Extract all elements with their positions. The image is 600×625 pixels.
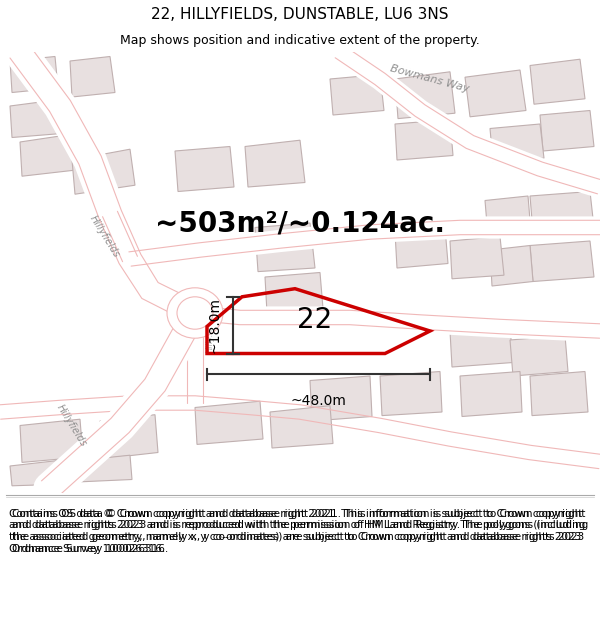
- Polygon shape: [20, 419, 83, 462]
- Polygon shape: [395, 228, 448, 268]
- Polygon shape: [10, 99, 68, 138]
- Polygon shape: [330, 74, 384, 115]
- Polygon shape: [460, 371, 522, 416]
- Polygon shape: [395, 119, 453, 160]
- Polygon shape: [510, 336, 568, 376]
- Text: Contains OS data © Crown copyright and database right 2021. This information is : Contains OS data © Crown copyright and d…: [9, 509, 585, 554]
- Polygon shape: [70, 455, 132, 482]
- Polygon shape: [395, 72, 455, 119]
- Polygon shape: [530, 191, 594, 232]
- Polygon shape: [490, 246, 533, 286]
- Text: Bowmans Way: Bowmans Way: [389, 64, 470, 94]
- Polygon shape: [465, 70, 526, 117]
- Polygon shape: [310, 376, 372, 421]
- Polygon shape: [530, 371, 588, 416]
- Polygon shape: [20, 133, 85, 176]
- Polygon shape: [265, 272, 323, 313]
- Polygon shape: [485, 196, 531, 236]
- Text: Hilly...: Hilly...: [205, 328, 215, 352]
- Polygon shape: [450, 236, 504, 279]
- Circle shape: [167, 288, 223, 338]
- Text: 22, HILLYFIELDS, DUNSTABLE, LU6 3NS: 22, HILLYFIELDS, DUNSTABLE, LU6 3NS: [151, 7, 449, 22]
- Text: Hillyfields: Hillyfields: [88, 214, 122, 259]
- Polygon shape: [100, 415, 158, 459]
- Polygon shape: [530, 241, 594, 281]
- Text: ~48.0m: ~48.0m: [290, 394, 346, 408]
- Polygon shape: [10, 460, 68, 486]
- Polygon shape: [195, 401, 263, 444]
- Polygon shape: [255, 223, 315, 272]
- Polygon shape: [245, 140, 305, 187]
- Text: 22: 22: [297, 306, 332, 334]
- Polygon shape: [380, 371, 442, 416]
- Text: ~18.0m: ~18.0m: [208, 297, 222, 353]
- Polygon shape: [175, 146, 234, 191]
- Polygon shape: [72, 149, 135, 194]
- Polygon shape: [450, 326, 513, 367]
- Polygon shape: [10, 56, 58, 92]
- Polygon shape: [530, 59, 585, 104]
- Polygon shape: [540, 111, 594, 151]
- Text: Contains OS data © Crown copyright and database right 2021. This information is : Contains OS data © Crown copyright and d…: [12, 509, 588, 554]
- Text: ~503m²/~0.124ac.: ~503m²/~0.124ac.: [155, 209, 445, 237]
- Text: Hillyfields: Hillyfields: [55, 402, 89, 448]
- Text: Map shows position and indicative extent of the property.: Map shows position and indicative extent…: [120, 34, 480, 47]
- Polygon shape: [490, 124, 544, 162]
- Circle shape: [177, 297, 213, 329]
- Polygon shape: [270, 406, 333, 448]
- Polygon shape: [70, 56, 115, 97]
